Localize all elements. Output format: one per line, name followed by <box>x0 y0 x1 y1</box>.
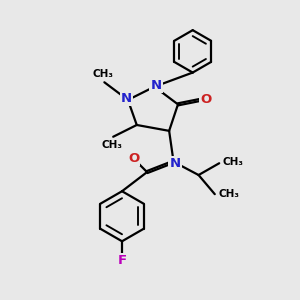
Text: CH₃: CH₃ <box>223 157 244 167</box>
Text: F: F <box>118 254 127 267</box>
Text: CH₃: CH₃ <box>101 140 122 150</box>
Text: CH₃: CH₃ <box>92 69 113 79</box>
Text: N: N <box>169 157 181 170</box>
Text: O: O <box>200 93 211 106</box>
Text: O: O <box>128 152 140 165</box>
Text: N: N <box>121 92 132 105</box>
Text: CH₃: CH₃ <box>218 189 239 199</box>
Text: N: N <box>150 79 161 92</box>
